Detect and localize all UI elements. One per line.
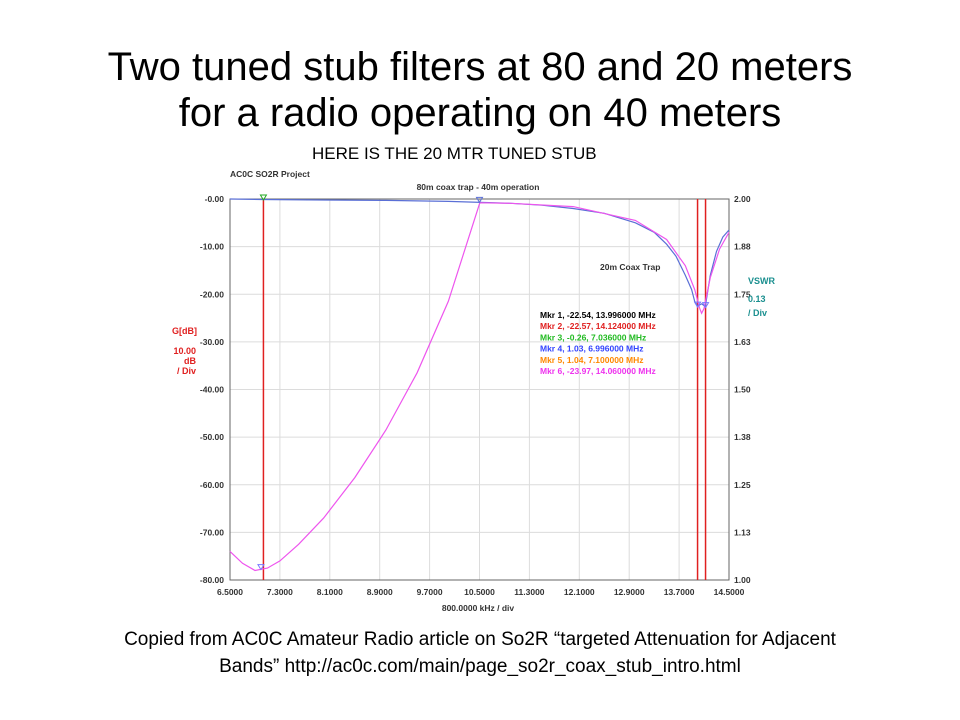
marker-lines [262,199,707,580]
marker-point [257,564,265,571]
marker-readout: Mkr 1, -22.54, 13.996000 MHz [540,310,656,320]
x-tick-label: 10.5000 [464,587,495,597]
x-tick-label: 13.7000 [664,587,695,597]
slide-subtitle: HERE IS THE 20 MTR TUNED STUB [312,144,597,163]
plot-frame [229,198,730,581]
x-tick-label: 7.3000 [267,587,293,597]
right-y-tick-label: 1.25 [734,480,751,490]
left-axis-title: G[dB] [172,326,197,336]
left-y-tick-label: -10.00 [200,242,224,252]
marker-point [693,301,702,309]
left-y-tick-label: -60.00 [200,480,224,490]
project-label: AC0C SO2R Project [230,169,310,179]
source-line1: Copied from AC0C Amateur Radio article o… [124,629,836,650]
right-y-tick-label: 1.75 [734,289,751,299]
left-axis-scale: 10.00 [173,346,196,356]
right-axis-scale: / Div [748,308,767,318]
right-y-tick-label: 1.88 [734,242,751,252]
marker-readout: Mkr 3, -0.26, 7.036000 MHz [540,332,646,342]
right-axis-label: VSWR 0.13 / Div [748,276,776,318]
right-y-tick-label: 1.38 [734,432,751,442]
right-y-tick-label: 1.50 [734,385,751,395]
marker-point [259,194,268,201]
slide-title-line2: for a radio operating on 40 meters [178,91,782,135]
x-tick-label: 12.1000 [564,587,595,597]
x-tick-label: 9.7000 [417,587,443,597]
series-line-2 [229,202,730,572]
right-y-tick-label: 1.63 [734,337,751,347]
right-axis-scale: 0.13 [748,294,766,304]
chart-title: 80m coax trap - 40m operation [417,182,540,192]
x-tick-label: 12.9000 [614,587,645,597]
stub-filter-response-chart: AC0C SO2R Project 80m coax trap - 40m op… [172,169,776,613]
axis-tick-labels: 6.5000 7.3000 8.1000 8.9000 9.7000 10.5000 11.… [200,194,751,597]
left-axis-scale: / Div [177,366,196,376]
left-y-tick-label: -20.00 [200,289,224,299]
grid-lines [230,199,729,580]
x-tick-label: 14.5000 [714,587,745,597]
source-line2: Bands” http://ac0c.com/main/page_so2r_co… [219,656,741,677]
right-axis-title: VSWR [748,276,776,286]
left-y-tick-label: -50.00 [200,432,224,442]
left-y-tick-label: -70.00 [200,527,224,537]
left-y-tick-label: -80.00 [200,575,224,585]
marker-point [475,196,484,204]
marker-readout: Mkr 6, -23.97, 14.060000 MHz [540,366,656,376]
marker-readout: Mkr 4, 1.03, 6.996000 MHz [540,344,643,354]
left-y-tick-label: -0.00 [205,194,225,204]
slide-title-line1: Two tuned stub filters at 80 and 20 mete… [107,45,853,89]
left-y-tick-label: -40.00 [200,385,224,395]
marker-points [257,194,710,571]
series-lines [229,198,730,572]
marker-readout: Mkr 2, -22.57, 14.124000 MHz [540,321,656,331]
x-tick-label: 6.5000 [217,587,243,597]
right-y-tick-label: 1.13 [734,527,751,537]
x-tick-label: 11.3000 [514,587,545,597]
x-tick-label: 8.9000 [367,587,393,597]
right-y-tick-label: 1.00 [734,575,751,585]
right-y-tick-label: 2.00 [734,194,751,204]
left-axis-scale: dB [184,356,196,366]
left-y-tick-label: -30.00 [200,337,224,347]
marker-point [701,302,710,309]
x-axis-label: 800.0000 kHz / div [442,603,515,613]
trap-annotation: 20m Coax Trap [600,262,660,272]
marker-readout: Mkr 5, 1.04, 7.100000 MHz [540,355,643,365]
x-tick-label: 8.1000 [317,587,343,597]
